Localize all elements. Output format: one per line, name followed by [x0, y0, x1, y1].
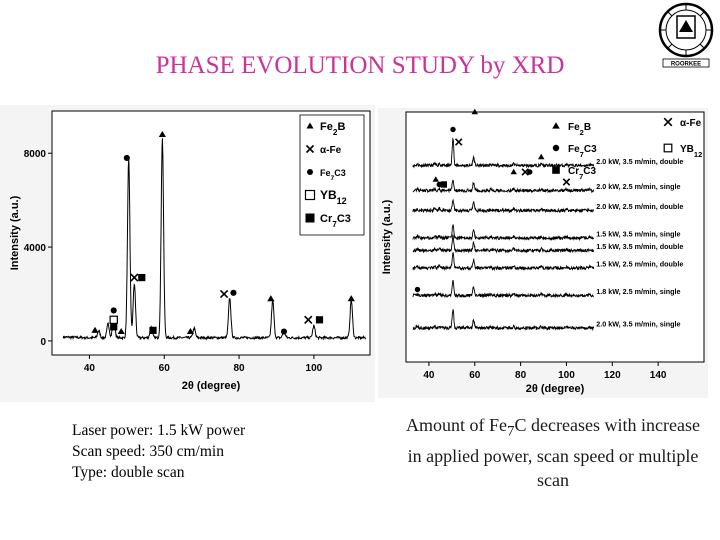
- legend-label: α-Fe: [320, 145, 342, 156]
- series-label: 1.5 kW, 3.5 m/min, single: [596, 230, 680, 239]
- caption-laser-power: Laser power: 1.5 kW power: [72, 422, 246, 439]
- xrd-trace: [412, 309, 595, 332]
- x-tick-label: 80: [515, 370, 527, 381]
- triangle-marker: [552, 122, 560, 129]
- x-tick-label: 120: [604, 370, 621, 381]
- open-square-marker: [663, 143, 673, 153]
- filled-square-marker: [149, 326, 157, 334]
- y-axis-label: Intensity (a.u.): [381, 199, 393, 274]
- y-tick-label: 4000: [24, 243, 47, 254]
- x-tick-label: 140: [650, 370, 667, 381]
- cross-marker: [663, 117, 673, 127]
- triangle-marker: [306, 122, 314, 129]
- xrd-trace: [412, 198, 595, 214]
- circle-marker: [552, 144, 560, 152]
- x-axis-label: 2θ (degree): [182, 380, 241, 392]
- circle-marker: [450, 126, 456, 133]
- caption-scan-speed: Scan speed: 350 cm/min: [72, 443, 224, 460]
- filled-square-marker: [305, 213, 315, 223]
- series-label: 1.5 kW, 3.5 m/min, double: [596, 242, 683, 251]
- x-tick-label: 40: [423, 370, 435, 381]
- legend-label: Fe2B: [568, 122, 591, 137]
- y-tick-label: 8000: [24, 149, 47, 160]
- series-label: 2.0 kW, 2.5 m/min, double: [596, 202, 683, 211]
- x-tick-label: 60: [159, 363, 171, 374]
- x-axis-label: 2θ (degree): [526, 383, 585, 395]
- page-title: PHASE EVOLUTION STUDY by XRD: [155, 52, 565, 79]
- x-tick-label: 80: [233, 363, 245, 374]
- left-caption: Laser power: 1.5 kW power Scan speed: 35…: [72, 420, 372, 483]
- circle-marker: [307, 169, 313, 175]
- triangle-marker: [91, 326, 99, 333]
- xrd-trace: [412, 252, 595, 272]
- cross-marker: [130, 273, 139, 282]
- x-tick-label: 40: [84, 363, 96, 374]
- x-tick-label: 100: [306, 363, 323, 374]
- legend-label: α-Fe: [680, 118, 702, 129]
- filled-square-marker: [315, 316, 324, 324]
- series-label: 2.0 kW, 3.5 m/min, double: [596, 157, 683, 166]
- filled-square-marker: [440, 181, 448, 188]
- cross-marker: [562, 178, 571, 186]
- institute-seal-icon: ROORKEE: [658, 2, 714, 68]
- circle-marker: [527, 169, 533, 175]
- triangle-marker: [432, 176, 439, 182]
- xrd-trace: [412, 234, 595, 254]
- cross-marker: [454, 138, 463, 146]
- xrd-chart-single-pattern: 40 60 80 100 0 4000 8000 2θ (degree) Intensity (…: [0, 105, 375, 402]
- open-square-marker: [304, 189, 316, 201]
- cross-marker: [219, 289, 229, 299]
- x-tick-label: 60: [469, 370, 481, 381]
- circle-marker: [230, 289, 237, 296]
- y-axis-label: Intensity (a.u.): [9, 195, 21, 270]
- y-tick-label: 0: [40, 337, 46, 348]
- series-label: 2.0 kW, 2.5 m/min, single: [596, 182, 680, 191]
- cross-marker: [304, 315, 313, 324]
- x-tick-label: 100: [558, 370, 575, 381]
- xrd-trace: [412, 137, 595, 169]
- xrd-trace: [412, 279, 595, 299]
- triangle-marker: [510, 168, 517, 175]
- triangle-marker: [117, 327, 125, 335]
- svg-text:ROORKEE: ROORKEE: [671, 62, 701, 68]
- legend-label: Fe2B: [320, 121, 345, 137]
- cross-marker: [305, 144, 315, 154]
- triangle-marker: [471, 108, 478, 115]
- series-label: 1.8 kW, 2.5 m/min, single: [596, 287, 680, 296]
- triangle-marker: [186, 327, 195, 335]
- legend-label: Fe7C3: [568, 144, 597, 159]
- xrd-trace: [412, 179, 595, 194]
- filled-square-marker: [138, 273, 146, 282]
- triangle-marker: [267, 295, 275, 302]
- triangle-marker: [347, 295, 355, 302]
- circle-marker: [436, 181, 442, 188]
- filled-square-marker: [552, 166, 560, 174]
- open-square-marker: [109, 315, 118, 325]
- right-caption: Amount of Fe7C decreases with increase i…: [406, 415, 700, 490]
- cross-marker: [521, 168, 529, 176]
- xrd-chart-stacked-patterns: 2.0 kW, 3.5 m/min, double 2.0 kW, 2.5 m/m…: [378, 108, 708, 398]
- circle-marker: [123, 154, 130, 161]
- triangle-marker: [538, 153, 545, 160]
- legend-label: Cr7C3: [568, 166, 597, 181]
- circle-marker: [414, 286, 421, 293]
- legend-label: YB12: [320, 188, 347, 206]
- caption-scan-type: Type: double scan: [72, 464, 185, 481]
- filled-square-marker: [110, 323, 118, 331]
- legend-label: YB12: [680, 144, 702, 159]
- xrd-trace: [412, 224, 595, 242]
- series-label: 2.0 kW, 3.5 m/min, single: [596, 320, 680, 329]
- series-label: 1.5 kW, 2.5 m/min, double: [596, 260, 683, 269]
- circle-marker: [280, 328, 288, 335]
- legend-label: Cr7C3: [320, 213, 351, 229]
- circle-marker: [110, 307, 117, 314]
- legend-label: Fe7C3: [320, 168, 346, 182]
- triangle-marker: [158, 130, 166, 137]
